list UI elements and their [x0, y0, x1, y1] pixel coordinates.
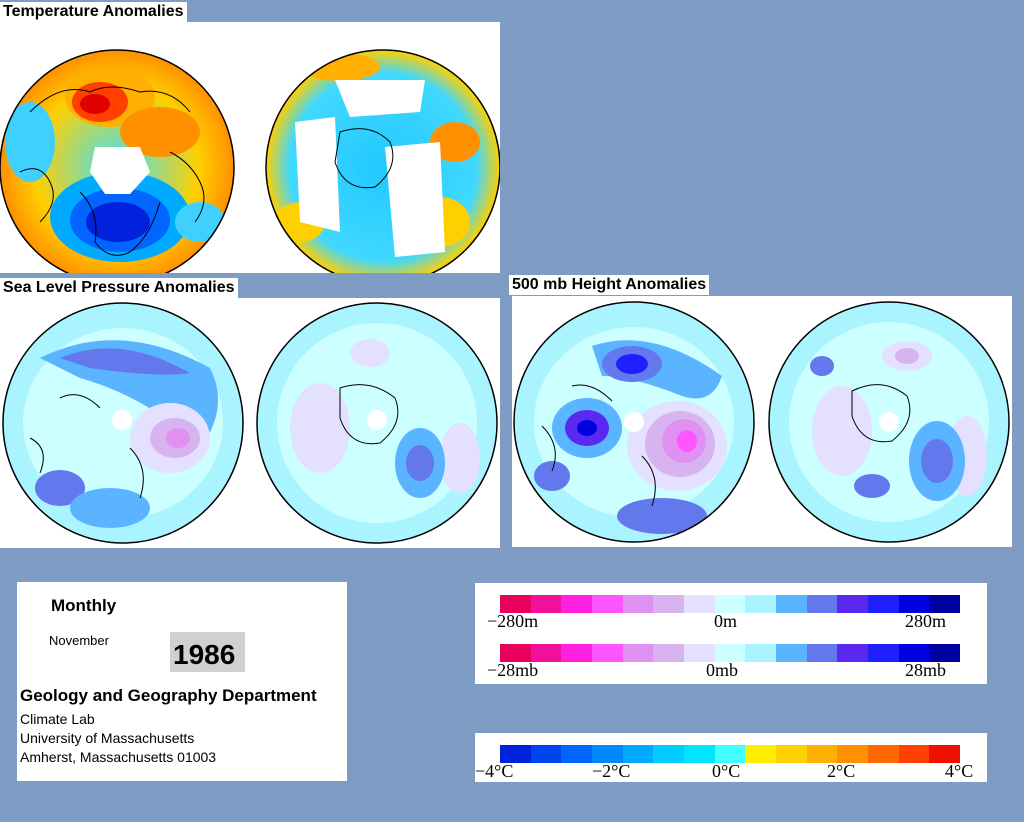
sh-temperature-map: [266, 50, 500, 273]
temp-scale-swatch: [592, 745, 623, 763]
height-scale-swatch: [530, 595, 562, 613]
period-label: Monthly: [51, 596, 117, 615]
address-label: Amherst, Massachusetts 01003: [20, 749, 217, 765]
pressure-max-label: 28mb: [905, 660, 947, 680]
pressure-mid-label: 0mb: [706, 660, 739, 680]
pressure-scale-swatch: [622, 644, 654, 662]
info-box: Monthly November 1986 Geology and Geogra…: [17, 582, 347, 781]
pressure-scale-swatch: [868, 644, 899, 662]
temperature-title: Temperature Anomalies: [0, 2, 187, 22]
temp-label-4: 4°C: [945, 761, 974, 781]
height-scale-swatch: [714, 595, 746, 613]
temp-scale-swatch: [653, 745, 685, 763]
height-min-label: −280m: [487, 611, 539, 631]
height-scale-swatch: [592, 595, 623, 613]
sh-slp-map: [257, 303, 497, 543]
temp-scale-swatch: [530, 745, 562, 763]
temp-scale-swatch: [806, 745, 838, 763]
temperature-scale-box: −4°C −2°C 0°C 2°C 4°C: [475, 733, 987, 782]
slp-title: Sea Level Pressure Anomalies: [0, 278, 238, 298]
height-scale-swatch: [653, 595, 685, 613]
year-label: 1986: [173, 639, 236, 670]
department-label: Geology and Geography Department: [20, 686, 317, 705]
pressure-scale-swatch: [684, 644, 715, 662]
pressure-scale-swatch: [929, 644, 961, 662]
temp-label-neg4: −4°C: [475, 761, 514, 781]
temp-scale-swatch: [622, 745, 654, 763]
pressure-color-bar: [500, 644, 961, 662]
height-scale-swatch: [806, 595, 838, 613]
height-scale-swatch: [684, 595, 715, 613]
pressure-scale-swatch: [530, 644, 562, 662]
temp-scale-swatch: [868, 745, 899, 763]
pressure-scale-swatch: [561, 644, 593, 662]
temp-scale-swatch: [898, 745, 930, 763]
pressure-scale-swatch: [806, 644, 838, 662]
temp-label-2: 2°C: [827, 761, 856, 781]
sh-height-map: [769, 302, 1009, 542]
university-label: University of Massachusetts: [20, 730, 195, 746]
temp-scale-swatch: [714, 745, 746, 763]
height-panel: [512, 296, 1012, 547]
height-scale-swatch: [622, 595, 654, 613]
pressure-scale-swatch: [653, 644, 685, 662]
temp-label-0: 0°C: [712, 761, 741, 781]
temp-scale-swatch: [500, 745, 531, 763]
month-label: November: [49, 633, 109, 648]
temperature-panel: [0, 22, 500, 273]
temp-scale-swatch: [745, 745, 777, 763]
height-scale-swatch: [500, 595, 531, 613]
nh-temperature-map: [0, 50, 234, 273]
pressure-scale-swatch: [714, 644, 746, 662]
pressure-scale-swatch: [776, 644, 807, 662]
temp-scale-swatch: [837, 745, 869, 763]
height-scale-swatch: [868, 595, 899, 613]
height-max-label: 280m: [905, 611, 947, 631]
pressure-scale-swatch: [745, 644, 777, 662]
height-scale-swatch: [929, 595, 961, 613]
nh-height-map: [514, 302, 754, 542]
temp-scale-swatch: [929, 745, 961, 763]
height-scale-swatch: [776, 595, 807, 613]
height-title: 500 mb Height Anomalies: [509, 275, 710, 295]
height-scale-swatch: [837, 595, 869, 613]
temperature-color-bar: [500, 745, 961, 763]
height-color-bar: [500, 595, 961, 613]
pressure-scale-swatch: [837, 644, 869, 662]
temp-scale-swatch: [684, 745, 715, 763]
temp-label-neg2: −2°C: [592, 761, 631, 781]
height-scale-swatch: [561, 595, 593, 613]
anomaly-scale-box: −280m 0m 280m −28mb 0mb 28mb: [475, 583, 987, 684]
lab-label: Climate Lab: [20, 711, 95, 727]
pressure-scale-swatch: [592, 644, 623, 662]
height-mid-label: 0m: [714, 611, 738, 631]
pressure-scale-swatch: [898, 644, 930, 662]
temp-scale-swatch: [776, 745, 807, 763]
slp-panel: [0, 298, 500, 548]
height-scale-swatch: [898, 595, 930, 613]
slp-maps: [2, 302, 498, 544]
nh-slp-map: [3, 303, 243, 543]
year-box: [170, 632, 245, 672]
pressure-scale-swatch: [500, 644, 531, 662]
height-scale-swatch: [745, 595, 777, 613]
pressure-min-label: −28mb: [487, 660, 539, 680]
temp-scale-swatch: [561, 745, 593, 763]
height-maps: [513, 301, 1010, 543]
temperature-maps: [0, 49, 500, 273]
